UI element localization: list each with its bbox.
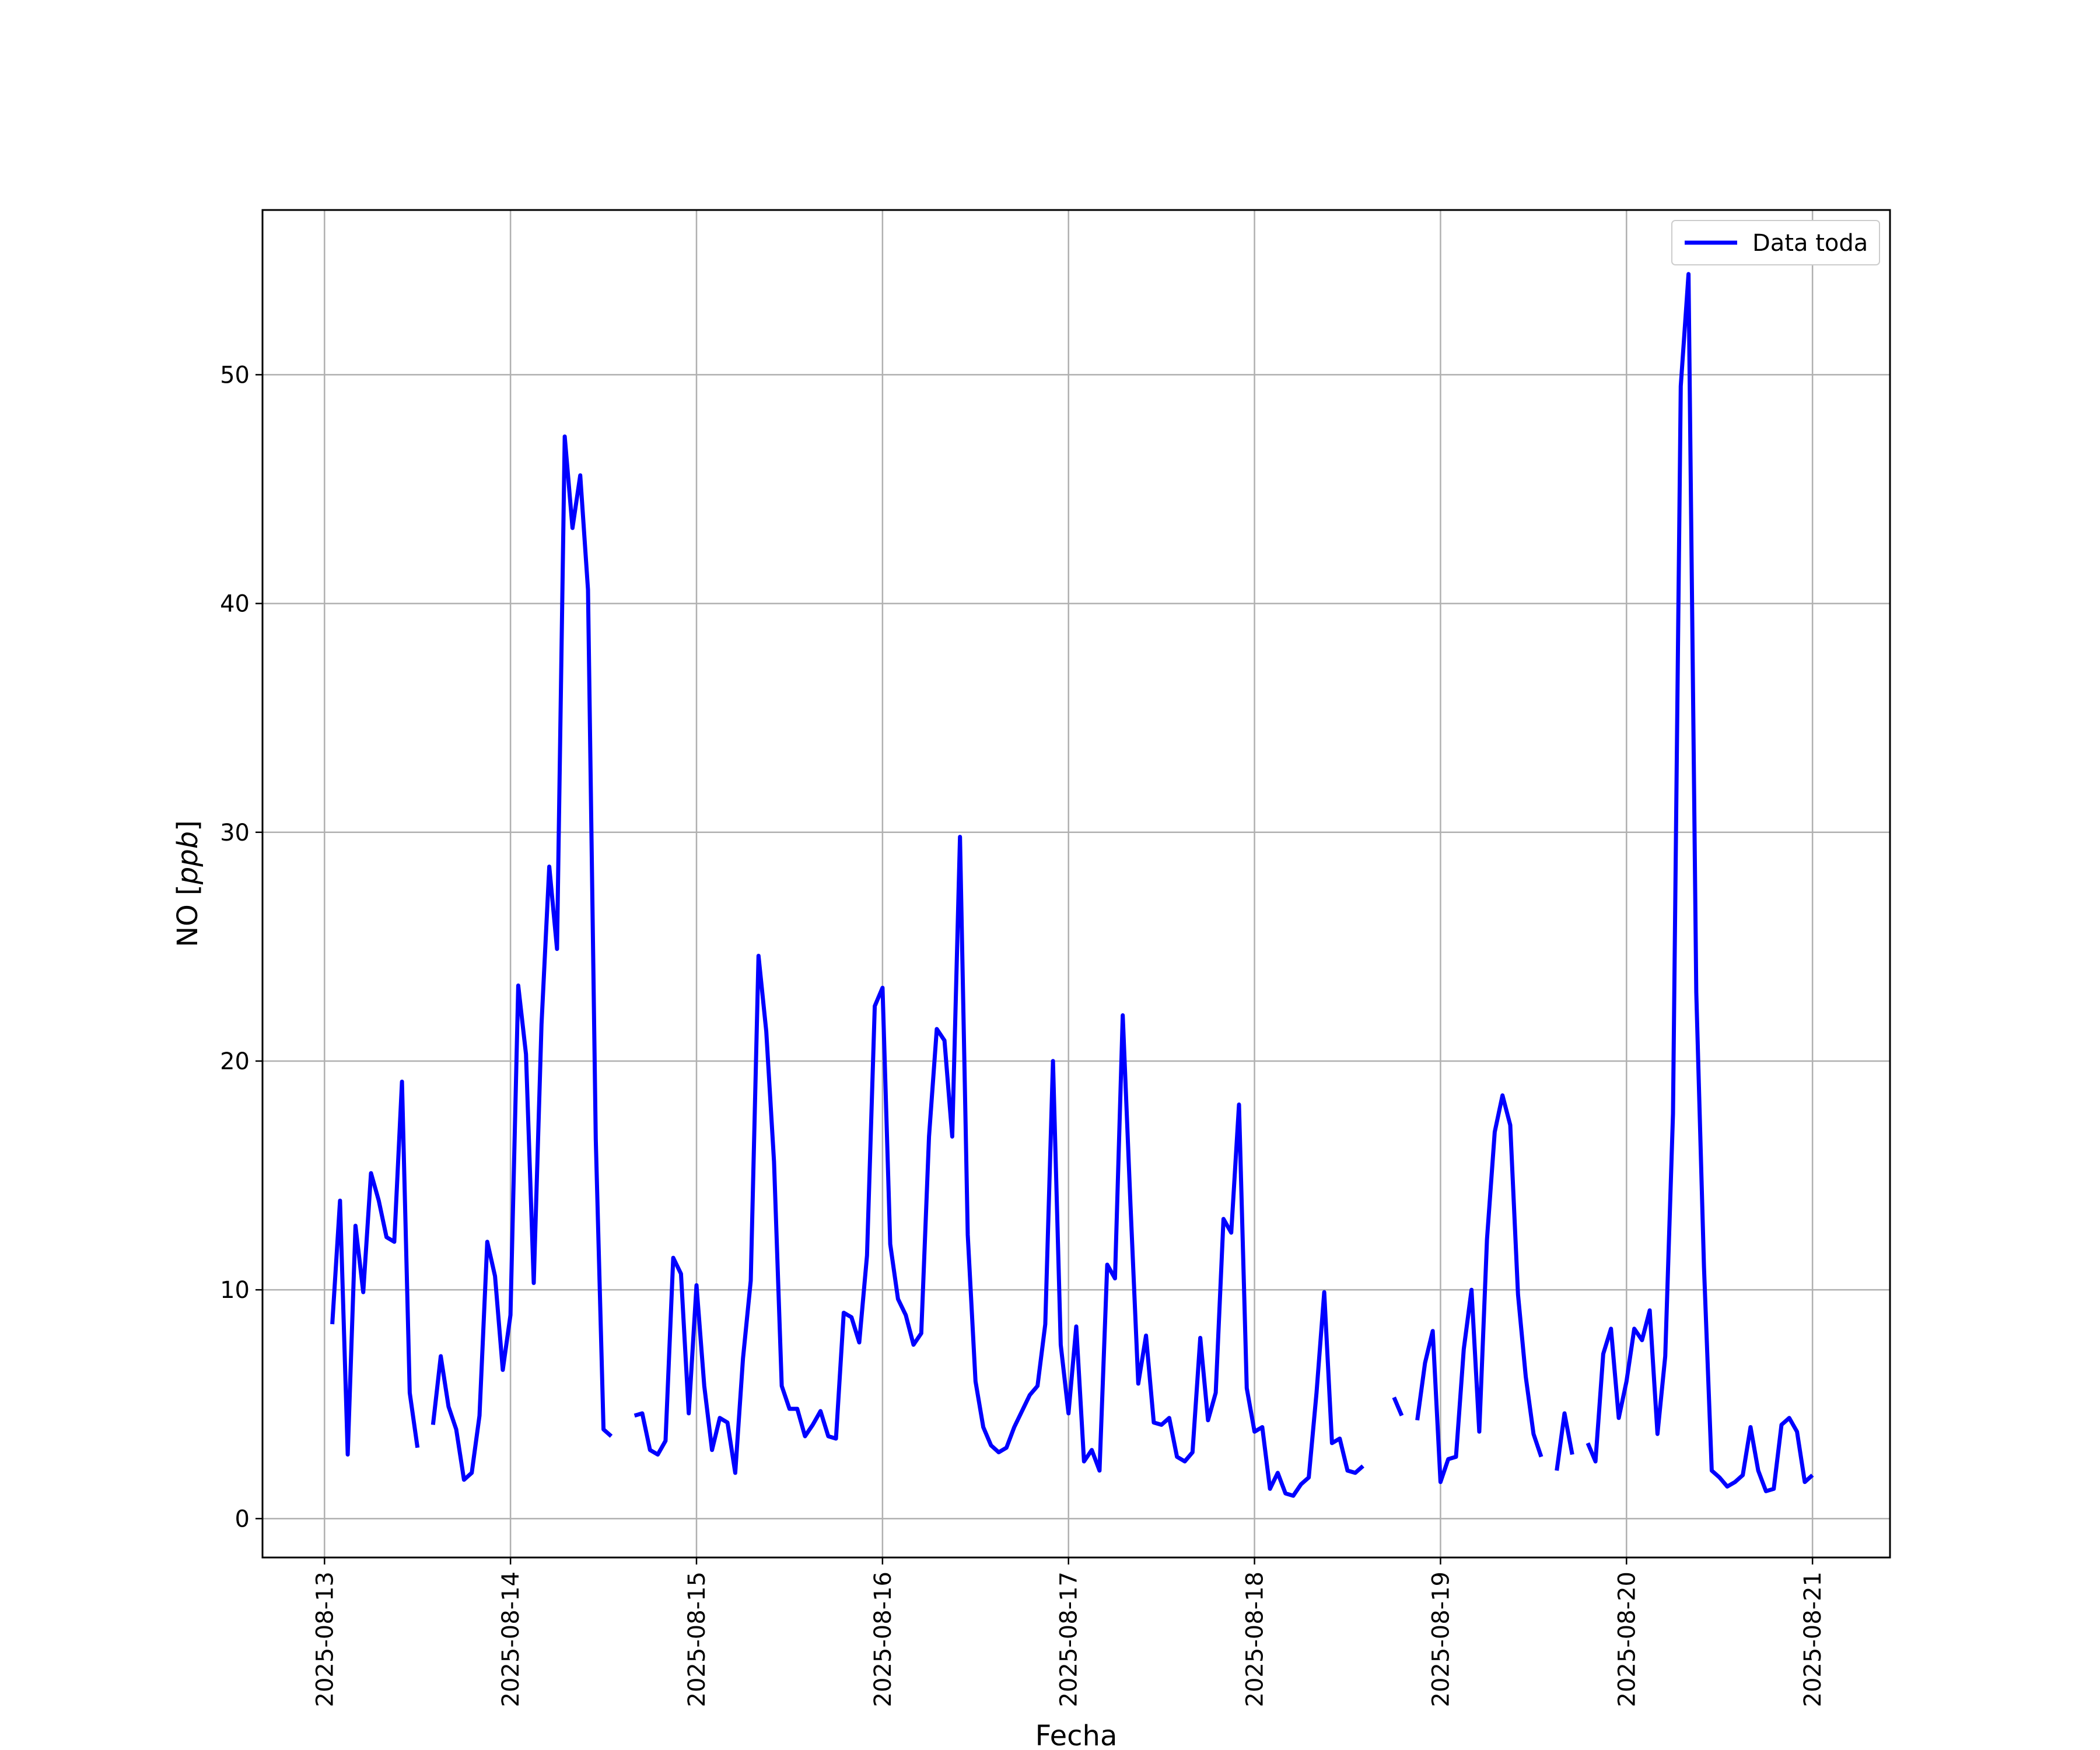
series-line-segment — [430, 434, 613, 1482]
y-tick-label: 40 — [220, 591, 250, 618]
series-line-segment — [1586, 272, 1814, 1493]
legend: Data toda — [1671, 220, 1880, 265]
y-tick-label: 0 — [235, 1506, 250, 1532]
x-axis-ticks: 2025-08-13 2025-08-14 2025-08-15 2025-08-16… — [312, 1558, 1826, 1707]
y-tick-label: 30 — [220, 820, 250, 846]
legend-box — [1671, 220, 1880, 265]
y-axis-title: NO [ppb] — [172, 820, 204, 947]
y-tick-label: 20 — [220, 1048, 250, 1075]
data-series-line — [330, 272, 1814, 1498]
plot-frame — [261, 209, 1891, 1559]
series-line-segment — [1415, 1093, 1544, 1485]
x-tick-label: 2025-08-15 — [684, 1572, 710, 1707]
series-line-segment — [330, 1079, 420, 1457]
x-tick-label: 2025-08-17 — [1056, 1572, 1083, 1707]
x-tick-label: 2025-08-21 — [1800, 1572, 1826, 1707]
x-tick-label: 2025-08-13 — [312, 1572, 338, 1707]
y-tick-label: 50 — [220, 362, 250, 388]
x-tick-label: 2025-08-20 — [1614, 1572, 1640, 1707]
series-line-segment — [1392, 1396, 1404, 1417]
x-tick-label: 2025-08-16 — [870, 1572, 897, 1707]
y-axis-ticks: 0 10 20 30 40 50 — [220, 362, 262, 1532]
x-axis-title: Fecha — [1035, 1720, 1118, 1750]
x-tick-label: 2025-08-18 — [1242, 1572, 1269, 1707]
grid-lines — [262, 210, 1890, 1558]
y-tick-label: 10 — [220, 1277, 250, 1304]
x-tick-label: 2025-08-19 — [1427, 1572, 1454, 1707]
series-line-segment — [1555, 1411, 1574, 1471]
series-line-segment — [634, 835, 1364, 1498]
x-tick-label: 2025-08-14 — [498, 1572, 524, 1707]
legend-label: Data toda — [1752, 230, 1868, 257]
